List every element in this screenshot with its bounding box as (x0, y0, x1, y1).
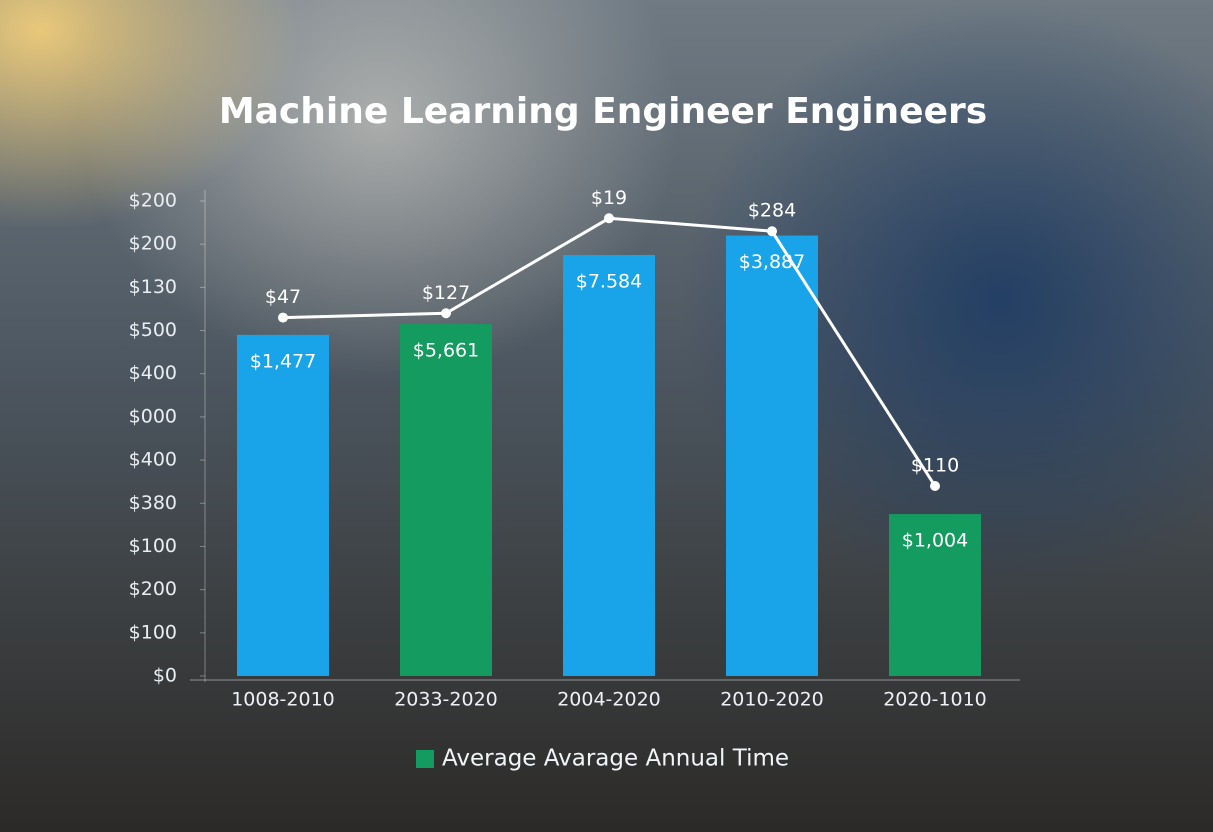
line-point (767, 226, 777, 237)
line-label: $47 (265, 286, 301, 308)
line-label: $284 (748, 200, 796, 222)
y-tick-label: $400 (129, 449, 177, 471)
bar-label: $1,004 (902, 530, 968, 552)
y-tick-label: $400 (129, 362, 177, 384)
chart-title: Machine Learning Engineer Engineers (219, 91, 987, 132)
bar-label: $5,661 (413, 340, 479, 362)
bar-label: $7.584 (576, 270, 642, 292)
x-tick-label: 2004-2020 (557, 689, 661, 711)
y-tick-label: $0 (153, 665, 177, 687)
line-point (604, 213, 614, 224)
line-point (441, 308, 451, 319)
bar (237, 334, 329, 676)
line-label: $19 (591, 187, 627, 209)
line-point (278, 312, 288, 323)
legend-swatch (416, 750, 434, 768)
y-tick-label: $130 (129, 276, 177, 298)
bar (400, 324, 492, 676)
legend-label: Average Avarage Annual Time (442, 746, 789, 772)
x-tick-label: 2010-2020 (720, 689, 824, 711)
bar (563, 254, 655, 676)
line-label: $110 (911, 455, 959, 477)
y-tick-label: $200 (129, 578, 177, 600)
y-tick-label: $200 (129, 233, 177, 255)
bar (726, 235, 818, 676)
y-tick-label: $100 (129, 535, 177, 557)
x-tick-label: 2033-2020 (394, 689, 498, 711)
y-tick-label: $500 (129, 319, 177, 341)
x-tick-label: 1008-2010 (231, 689, 335, 711)
x-tick-label: 2020-1010 (883, 689, 987, 711)
bar (889, 514, 981, 676)
bar-label: $1,477 (250, 350, 316, 372)
line-point (930, 481, 940, 491)
line-label: $127 (422, 282, 470, 304)
y-tick-label: $100 (129, 621, 177, 643)
y-tick-label: $000 (129, 405, 177, 427)
y-tick-label: $200 (129, 190, 177, 212)
y-tick-label: $380 (129, 492, 177, 514)
